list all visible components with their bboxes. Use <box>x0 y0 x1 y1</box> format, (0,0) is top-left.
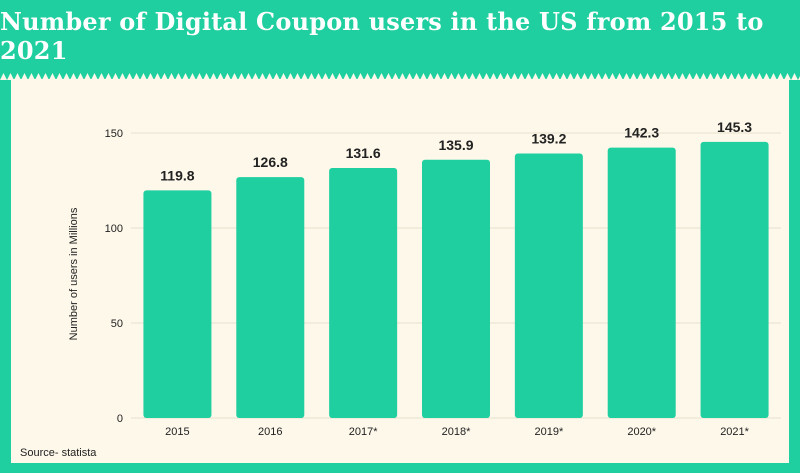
x-tick-label: 2018* <box>442 426 471 438</box>
data-label: 142.3 <box>624 125 659 141</box>
bar <box>329 167 398 418</box>
y-tick-label: 0 <box>117 413 123 425</box>
bar <box>236 177 305 418</box>
y-axis-ticks: 0 50 100 150 <box>105 128 123 425</box>
x-tick-label: 2017* <box>349 426 378 438</box>
bar <box>607 147 676 418</box>
data-labels: 119.8 126.8 131.6 135.9 139.2 142.3 145.3 <box>160 119 752 183</box>
source-note: Source- statista <box>20 447 97 459</box>
y-tick-label: 50 <box>111 318 123 330</box>
x-tick-label: 2019* <box>534 426 563 438</box>
data-label: 145.3 <box>717 119 752 135</box>
x-tick-label: 2020* <box>627 426 656 438</box>
x-tick-label: 2016 <box>258 426 282 438</box>
y-tick-label: 150 <box>105 128 123 140</box>
chart-title: Number of Digital Coupon users in the US… <box>0 7 764 65</box>
bar <box>700 141 769 418</box>
y-tick-label: 100 <box>105 223 123 235</box>
data-label: 119.8 <box>160 167 194 183</box>
bar <box>422 159 490 418</box>
data-label: 135.9 <box>438 137 473 153</box>
data-label: 126.8 <box>253 154 288 170</box>
chart-panel: 0 50 100 150 119.8 126.8 131.6 135.9 139.2 142.3… <box>11 79 789 463</box>
x-tick-label: 2015 <box>165 426 189 438</box>
x-tick-label: 2021* <box>720 426 749 438</box>
y-axis-label: Number of users in Millions <box>68 207 80 340</box>
bar <box>143 190 212 418</box>
bar <box>514 153 583 418</box>
bars <box>143 141 769 418</box>
data-label: 139.2 <box>531 131 566 147</box>
bar-chart: 0 50 100 150 119.8 126.8 131.6 135.9 139.2 142.3… <box>68 119 781 438</box>
data-label: 131.6 <box>346 145 381 161</box>
x-axis-ticks: 2015 2016 2017* 2018* 2019* 2020* 2021* <box>165 426 749 438</box>
zigzag-border <box>0 73 800 80</box>
